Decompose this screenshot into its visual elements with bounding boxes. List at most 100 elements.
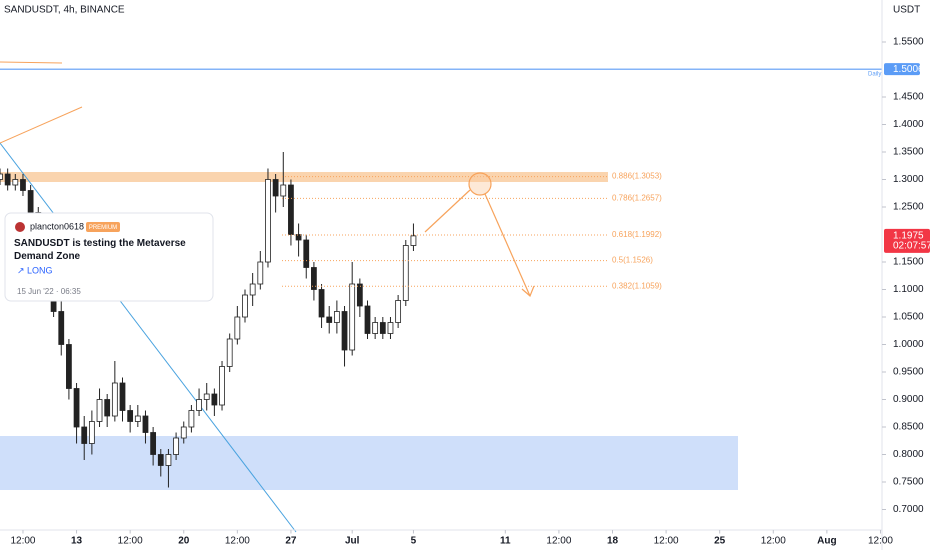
candle-body (104, 399, 111, 417)
candle-body (295, 234, 302, 241)
y-tick-label: 0.7000 (893, 504, 924, 515)
candle-body (234, 316, 241, 340)
daily-price: 1.5006 (893, 64, 924, 75)
y-tick-label: 1.0500 (893, 312, 924, 323)
y-tick-label: 0.9500 (893, 367, 924, 378)
candle-body (27, 190, 34, 213)
x-tick-label: 25 (714, 536, 726, 547)
candle-body (379, 322, 386, 334)
candle-body (88, 421, 95, 444)
candle-body (157, 454, 164, 466)
candle-body (341, 311, 348, 351)
countdown: 02:07:57 (893, 241, 932, 252)
idea-card[interactable] (4, 212, 214, 302)
direction-icon: ↗ (17, 265, 25, 275)
candle-body (211, 393, 218, 406)
badge: PREMIUM (89, 225, 117, 231)
target-circle (468, 172, 492, 196)
fib-label: 0.786(1.2657) (612, 193, 662, 202)
candle-body (203, 393, 210, 400)
demand-zone (0, 436, 738, 490)
candle-body (12, 179, 19, 186)
x-tick-label: Aug (817, 536, 836, 547)
candle-body (242, 294, 248, 318)
avatar (15, 222, 25, 232)
candle-body (96, 399, 103, 422)
candle-body (180, 426, 187, 439)
candle-body (257, 261, 264, 285)
idea-date: 15 Jun '22 · 06:35 (17, 287, 81, 296)
candle-body (66, 344, 72, 389)
candle-body (395, 300, 402, 323)
candle-body (303, 239, 310, 268)
candle-body (333, 311, 340, 323)
y-tick-label: 1.1000 (893, 284, 924, 295)
candle-body (288, 184, 294, 235)
daily-tag (884, 63, 920, 76)
candle-body (402, 245, 409, 301)
chart-title: SANDUSDT, 4h, BINANCE (4, 5, 125, 16)
candle-body (196, 399, 202, 411)
x-tick-label: 13 (71, 536, 83, 547)
y-tick-label: 1.2500 (893, 202, 924, 213)
candle-body (4, 173, 11, 186)
x-tick-label: 20 (178, 536, 190, 547)
y-tick-label: 1.5500 (893, 37, 924, 48)
candle-body (265, 179, 271, 263)
candle-body (326, 316, 333, 323)
y-tick-label: 0.7500 (893, 477, 924, 488)
candle-body (318, 289, 325, 318)
last-price: 1.1975 (893, 231, 924, 242)
candle-body (134, 415, 141, 422)
candle-body (20, 179, 26, 191)
x-tick-label: 18 (607, 536, 619, 547)
candle-body (111, 382, 118, 417)
trend-line (0, 142, 297, 533)
y-tick-label: 1.3500 (893, 147, 924, 158)
candle-body (58, 311, 65, 345)
trend-line (0, 106, 83, 144)
candle-body (356, 283, 363, 307)
x-tick-label: 12:00 (118, 536, 143, 547)
x-tick-label: Jul (345, 536, 360, 547)
candle-body (249, 283, 256, 296)
candle-body (364, 305, 371, 334)
candle-body (410, 235, 417, 246)
x-tick-label: 27 (285, 536, 297, 547)
candle-body (219, 366, 225, 406)
y-tick-label: 1.4000 (893, 119, 924, 130)
y-tick-label: 1.3000 (893, 174, 924, 185)
candle-body (150, 432, 157, 455)
y-tick-label: 0.8500 (893, 422, 924, 433)
currency: USDT (893, 5, 920, 16)
daily-label: Daily (868, 72, 881, 78)
x-tick-label: 12:00 (546, 536, 571, 547)
candle-body (81, 426, 88, 444)
y-tick-label: 1.0000 (893, 339, 924, 350)
fib-label: 0.5(1.1526) (612, 256, 653, 265)
candle-body (280, 184, 287, 197)
fib-label: 0.382(1.1059) (612, 281, 662, 290)
x-tick-label: 12:00 (225, 536, 250, 547)
candle-body (173, 437, 179, 455)
direction: LONG (27, 265, 53, 275)
y-tick-label: 1.1500 (893, 257, 924, 268)
fib-label: 0.618(1.1992) (612, 230, 662, 239)
author[interactable]: plancton0618 (30, 221, 84, 231)
candle-body (226, 338, 233, 367)
candle-body (272, 179, 279, 197)
candle-body (142, 415, 149, 433)
projection-arrow (484, 193, 531, 297)
badge-bg (86, 222, 120, 232)
candle-body (311, 267, 317, 290)
x-tick-label: 12:00 (10, 536, 35, 547)
idea-text: SANDUSDT is testing the Metaverse Demand… (14, 238, 186, 262)
overlay: 0.886(1.3053) 0.786(1.2657) 0.618(1.1992) 0… (0, 63, 932, 290)
idea-text-box: SANDUSDT is testing the Metaverse Demand… (14, 238, 186, 262)
x-tick-label: 12:00 (761, 536, 786, 547)
projection-arrow (424, 189, 471, 233)
arrow-head (521, 285, 535, 298)
last-price-tag (884, 228, 930, 253)
candle-body (372, 322, 379, 334)
